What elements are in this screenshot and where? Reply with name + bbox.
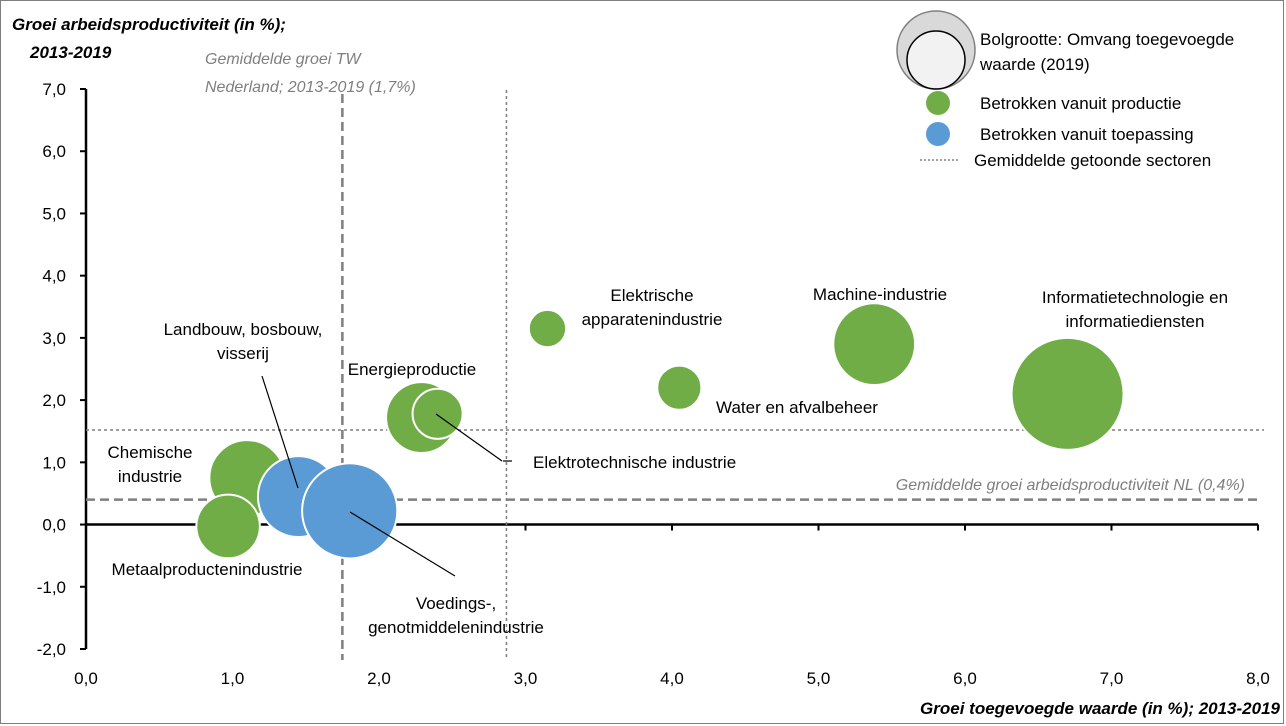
x-tick-label: 8,0 [1246, 669, 1270, 688]
data-label: Landbouw, bosbouw, [164, 320, 323, 339]
data-label: Machine-industrie [813, 285, 947, 304]
data-label: Elektrotechnische industrie [533, 453, 736, 472]
legend-dotted-label: Gemiddelde getoonde sectoren [974, 151, 1211, 170]
y-tick-label: -2,0 [37, 640, 66, 659]
bubble-elektrische-apparaten [527, 308, 568, 349]
y-tick-label: 1,0 [42, 453, 66, 472]
legend-blue-marker [926, 122, 950, 146]
legend-green-marker [926, 91, 950, 115]
data-label: Energieproductie [348, 360, 477, 379]
bubble-voedings [301, 462, 399, 560]
legend-green-label: Betrokken vanuit productie [980, 94, 1181, 113]
x-tick-label: 2,0 [367, 669, 391, 688]
y-tick-label: -1,0 [37, 578, 66, 597]
data-label: Water en afvalbeheer [716, 398, 878, 417]
x-tick-label: 4,0 [660, 669, 684, 688]
data-label: Elektrische [610, 286, 693, 305]
legend: Bolgrootte: Omvang toegevoegde waarde (2… [896, 10, 1234, 170]
data-label: apparatenindustrie [582, 310, 723, 329]
y-tick-label: 2,0 [42, 391, 66, 410]
legend-size-line1: Bolgrootte: Omvang toegevoegde [980, 30, 1234, 49]
leader-voedings [349, 511, 456, 577]
data-label: Metaalproductenindustrie [112, 560, 303, 579]
legend-blue-label: Betrokken vanuit toepassing [980, 125, 1194, 144]
bubble-elektrotechnische [411, 387, 464, 440]
legend-size-bubble-small [906, 30, 966, 90]
legend-size-line2: waarde (2019) [979, 55, 1090, 74]
x-tick-label: 5,0 [807, 669, 831, 688]
bubble-machine-industrie [832, 302, 917, 387]
data-label: industrie [118, 467, 182, 486]
x-tick-label: 1,0 [221, 669, 245, 688]
data-label: Informatietechnologie en [1042, 288, 1228, 307]
data-label: Voedings-, [416, 594, 496, 613]
leader-landbouw [261, 375, 299, 489]
y-axis-title-line2: 2013-2019 [29, 43, 112, 62]
data-label: informatiediensten [1066, 312, 1205, 331]
x-tick-label: 0,0 [74, 669, 98, 688]
y-tick-label: 7,0 [42, 80, 66, 99]
y-tick-label: 6,0 [42, 142, 66, 161]
y-tick-label: 4,0 [42, 267, 66, 286]
avg-productivity-label: Gemiddelde groei arbeidsproductiviteit N… [896, 477, 1245, 494]
data-label: genotmiddelenindustrie [368, 618, 544, 637]
y-axis-title-line1: Groei arbeidsproductiviteit (in %); [12, 15, 286, 34]
x-tick-label: 6,0 [953, 669, 977, 688]
y-tick-label: 5,0 [42, 204, 66, 223]
leader-elektrotechnische [435, 413, 503, 462]
bubble-ict [1010, 336, 1125, 451]
bubble-metaalproducten [195, 493, 261, 560]
data-label: Chemische [107, 443, 192, 462]
y-tick-label: 3,0 [42, 329, 66, 348]
x-tick-label: 7,0 [1100, 669, 1124, 688]
x-tick-label: 3,0 [514, 669, 538, 688]
bubble-water-afval [656, 364, 703, 411]
x-axis-title: Groei toegevoegde waarde (in %); 2013-20… [920, 699, 1281, 718]
avg-growth-tw-label-line2: Nederland; 2013-2019 (1,7%) [205, 79, 416, 96]
data-label: visserij [217, 344, 269, 363]
y-tick-label: 0,0 [42, 516, 66, 535]
avg-growth-tw-label-line1: Gemiddelde groei TW [205, 51, 363, 68]
